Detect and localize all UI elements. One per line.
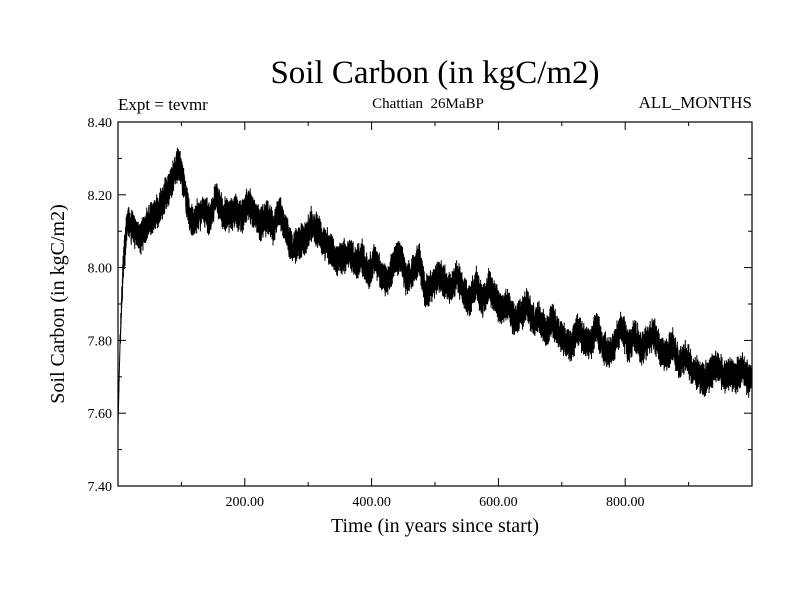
x-tick-label: 800.00 [606,495,645,510]
period-label: Chattian 26MaBP [372,96,484,112]
y-tick-label: 7.80 [88,334,113,349]
x-axis-title: Time (in years since start) [331,515,539,537]
x-tick-label: 200.00 [226,495,265,510]
y-axis-title: Soil Carbon (in kgC/m2) [47,204,69,403]
y-axis-ticks: 7.40 7.60 7.80 8.00 8.20 8.40 [88,116,752,495]
y-tick-label: 8.40 [88,116,113,131]
y-tick-label: 7.40 [88,480,113,495]
chart-title: Soil Carbon (in kgC/m2) [270,55,599,91]
x-tick-label: 600.00 [479,495,518,510]
months-label: ALL_MONTHS [639,93,752,112]
series-layer [118,147,752,428]
y-tick-label: 8.20 [88,189,113,204]
y-tick-label: 7.60 [88,407,113,422]
series-line-soil-carbon [118,147,752,428]
y-tick-label: 8.00 [88,262,113,277]
x-axis-ticks: 200.00 400.00 600.00 800.00 [180,122,690,510]
x-tick-label: 400.00 [352,495,391,510]
experiment-label: Expt = tevmr [118,95,208,114]
